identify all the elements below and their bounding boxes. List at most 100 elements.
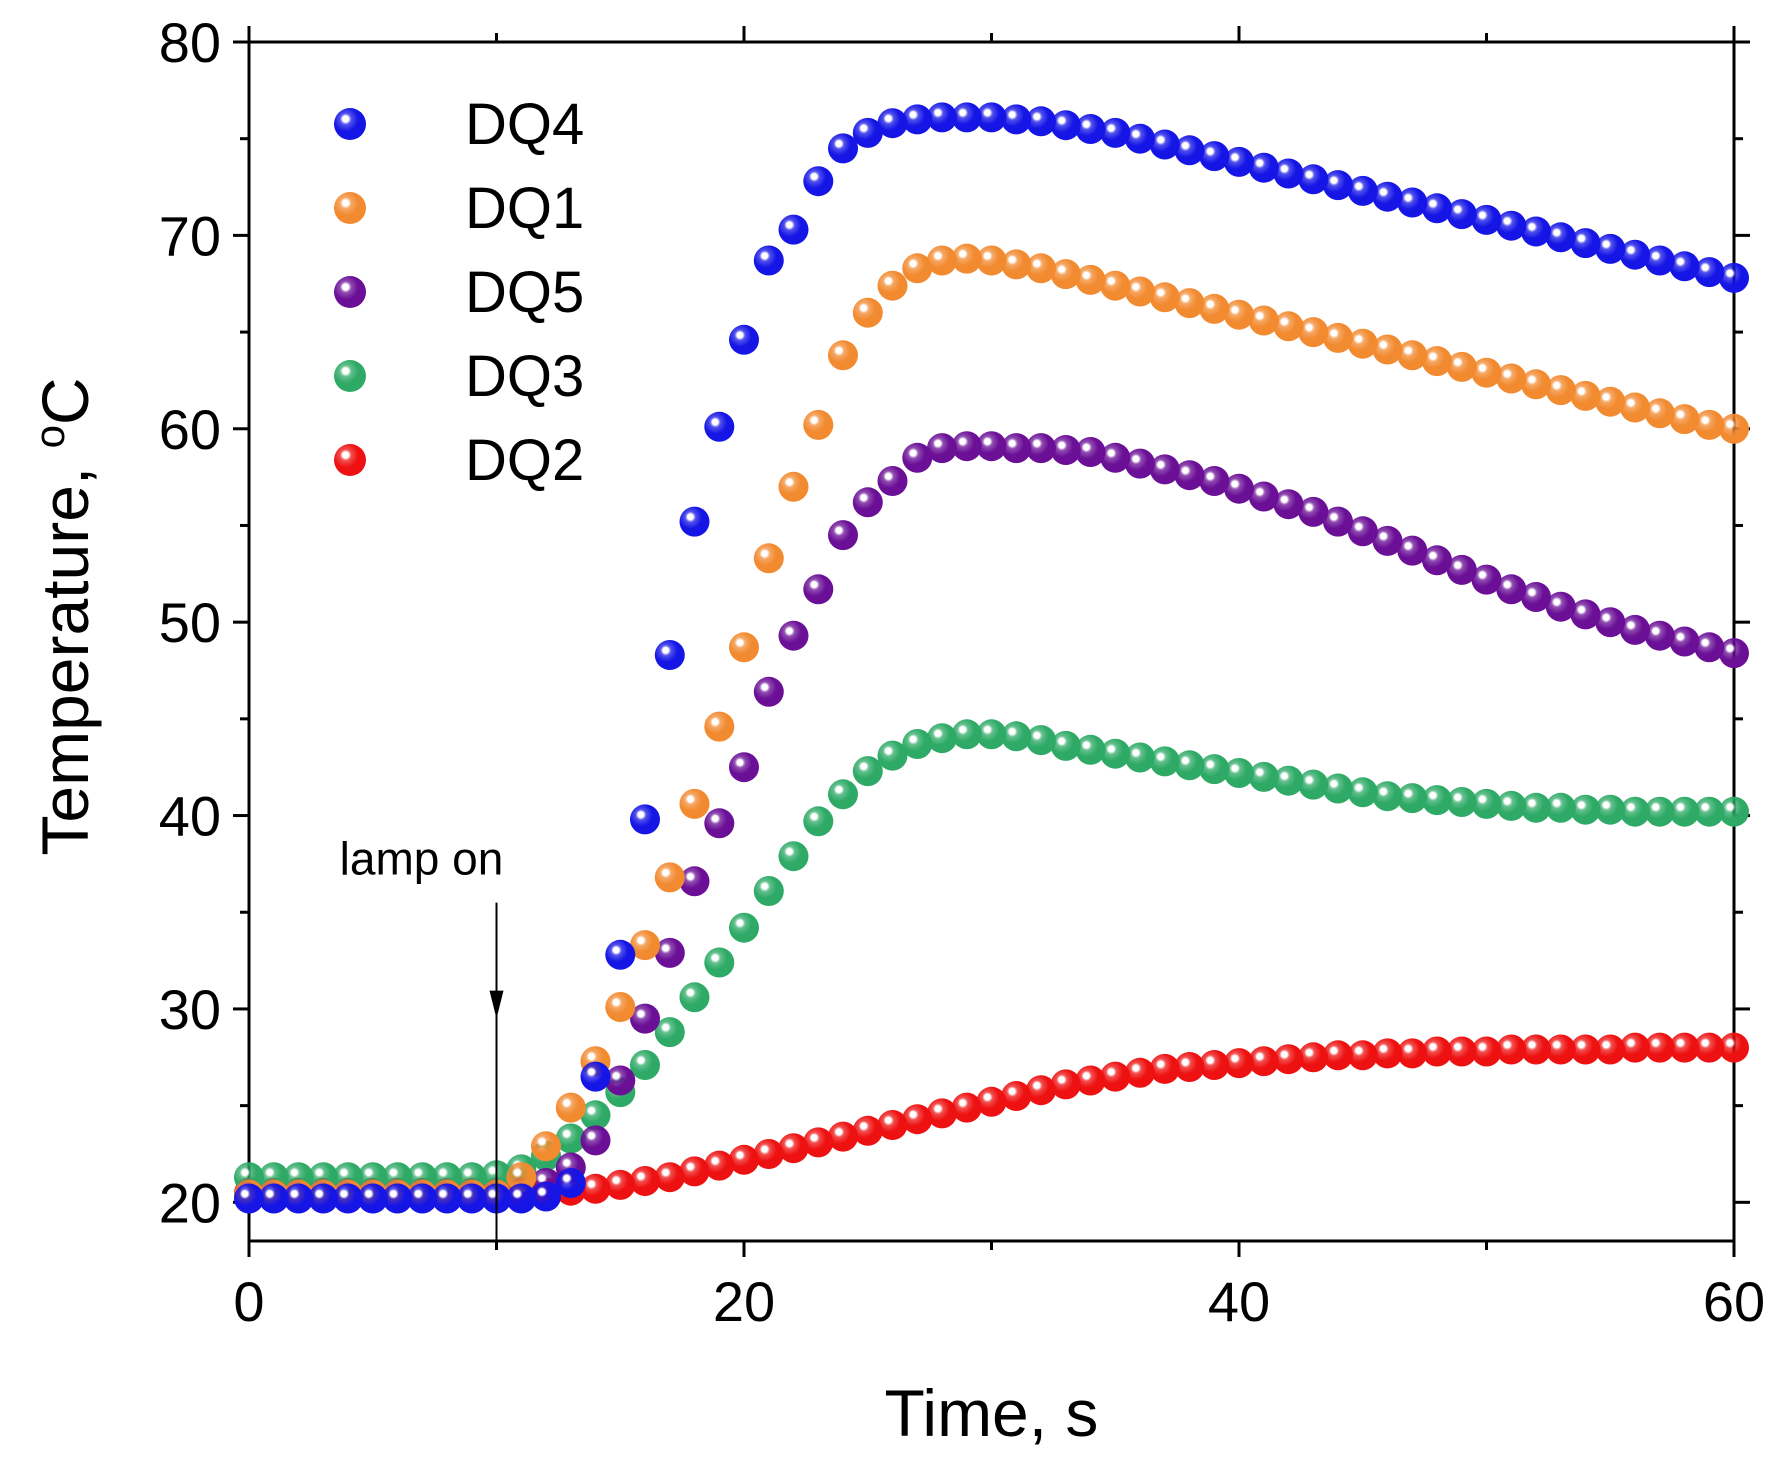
data-point-dq3 <box>1100 738 1131 769</box>
data-point-dq5 <box>1446 554 1477 585</box>
data-point-dq3 <box>679 982 710 1013</box>
data-point-dq4 <box>976 102 1007 133</box>
data-point-dq1 <box>1644 398 1675 429</box>
data-point-dq1 <box>1026 253 1056 284</box>
data-point-dq1 <box>1620 392 1650 423</box>
data-point-dq5 <box>1149 454 1180 485</box>
data-point-dq4 <box>1669 251 1700 282</box>
data-point-dq4 <box>1248 152 1279 183</box>
data-point-dq3 <box>1545 792 1576 823</box>
data-point-dq5 <box>1001 433 1032 464</box>
data-point-dq3 <box>1496 790 1527 821</box>
data-point-dq1 <box>679 788 710 819</box>
data-point-dq5 <box>1224 473 1254 504</box>
data-point-dq3 <box>951 719 982 750</box>
data-point-dq3 <box>630 1050 660 1080</box>
data-point-dq5 <box>1075 437 1106 467</box>
data-point-dq1 <box>1397 340 1428 371</box>
data-point-dq3 <box>852 756 883 787</box>
data-point-dq2 <box>1496 1034 1527 1065</box>
data-point-dq2 <box>1422 1036 1452 1067</box>
data-point-dq2 <box>1323 1040 1353 1071</box>
data-point-dq4 <box>432 1183 462 1214</box>
data-point-dq5 <box>679 866 710 897</box>
data-point-dq4 <box>630 804 660 835</box>
data-point-dq2 <box>1545 1034 1576 1065</box>
data-point-dq2 <box>1669 1032 1700 1063</box>
data-point-dq1 <box>1075 264 1106 295</box>
data-point-dq5 <box>1026 433 1056 464</box>
data-point-dq3 <box>1397 783 1428 814</box>
data-point-dq3 <box>1125 742 1155 773</box>
data-point-dq4 <box>234 1183 264 1214</box>
data-point-dq1 <box>704 711 735 742</box>
data-point-dq5 <box>803 574 834 605</box>
data-point-dq1 <box>605 992 636 1022</box>
y-tick-label: 20 <box>159 1171 221 1234</box>
data-point-dq1 <box>951 243 982 274</box>
data-point-dq2 <box>1001 1081 1032 1111</box>
data-point-dq3 <box>778 841 809 872</box>
data-point-dq4 <box>1273 158 1304 189</box>
data-point-dq2 <box>902 1104 933 1135</box>
y-tick-label: 50 <box>159 591 221 654</box>
data-point-dq3 <box>1026 725 1056 756</box>
data-point-dq2 <box>1100 1061 1131 1092</box>
legend-marker-dq1 <box>334 192 366 224</box>
data-point-dq3 <box>1644 796 1675 827</box>
data-point-dq4 <box>852 117 883 148</box>
data-point-dq3 <box>1149 746 1180 777</box>
data-point-dq4 <box>1026 106 1056 137</box>
data-point-dq2 <box>1075 1065 1106 1096</box>
data-point-dq1 <box>1125 276 1155 307</box>
data-point-dq3 <box>1422 785 1452 816</box>
data-point-dq3 <box>753 876 784 906</box>
data-point-dq4 <box>803 166 834 197</box>
data-point-dq5 <box>1372 525 1403 556</box>
data-point-dq4 <box>382 1183 413 1214</box>
data-point-dq3 <box>1372 781 1403 812</box>
data-point-dq3 <box>1471 788 1502 819</box>
data-point-dq4 <box>333 1183 363 1214</box>
data-point-dq5 <box>852 487 883 518</box>
data-point-dq1 <box>1446 351 1477 382</box>
data-point-dq3 <box>1446 787 1477 817</box>
data-point-dq5 <box>654 937 685 968</box>
data-point-dq4 <box>1570 228 1601 259</box>
legend-marker-dq4 <box>334 108 366 140</box>
data-point-dq1 <box>1323 322 1353 353</box>
data-point-dq4 <box>283 1183 314 1214</box>
data-point-dq4 <box>927 102 957 133</box>
data-point-dq1 <box>1050 259 1081 290</box>
legend-marker-dq2 <box>334 444 366 476</box>
data-point-dq3 <box>1224 758 1254 788</box>
data-point-dq3 <box>1075 734 1106 765</box>
data-point-dq2 <box>951 1092 982 1123</box>
data-point-dq5 <box>951 431 982 462</box>
y-axis-unit: C <box>28 377 102 425</box>
data-point-dq2 <box>1026 1075 1056 1106</box>
data-point-dq5 <box>877 466 908 496</box>
data-point-dq4 <box>1694 257 1725 288</box>
data-point-dq5 <box>976 431 1007 462</box>
data-point-dq4 <box>1149 129 1180 160</box>
data-point-dq1 <box>1694 409 1725 440</box>
data-point-dq5 <box>1471 564 1502 595</box>
data-point-dq3 <box>1174 750 1205 781</box>
data-point-dq1 <box>828 340 858 371</box>
data-point-dq3 <box>1521 792 1551 823</box>
data-point-dq1 <box>1100 270 1131 301</box>
data-point-dq4 <box>1125 123 1155 154</box>
series-dq4 <box>234 102 1749 1214</box>
data-point-dq5 <box>1050 435 1081 465</box>
data-point-dq1 <box>531 1131 561 1162</box>
data-point-dq5 <box>1248 481 1279 512</box>
data-point-dq5 <box>1422 545 1452 576</box>
data-point-dq5 <box>1199 466 1230 496</box>
data-point-dq5 <box>1174 460 1205 491</box>
data-point-dq1 <box>1248 305 1279 336</box>
data-point-dq4 <box>902 104 933 135</box>
data-point-dq2 <box>580 1173 611 1204</box>
y-axis-degree-sign: o <box>26 425 73 448</box>
